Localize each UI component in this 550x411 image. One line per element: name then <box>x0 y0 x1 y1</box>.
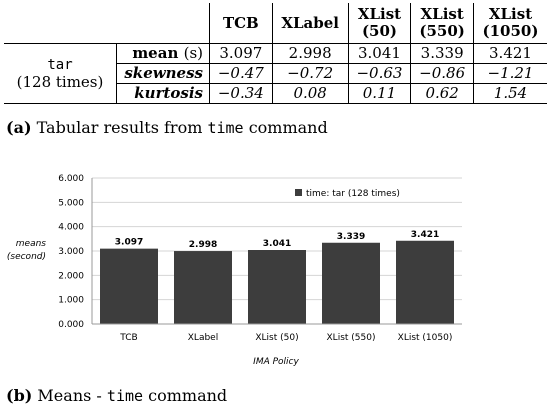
table-row-kurtosis: kurtosis −0.34 0.08 0.11 0.62 1.54 <box>4 83 547 104</box>
col-header-xlist-550-line1: XList <box>420 5 464 23</box>
x-tick-label: XList (1050) <box>398 333 453 343</box>
row-label-count: (128 times) <box>16 72 104 91</box>
y-tick-label: 4.000 <box>58 223 84 233</box>
chart-legend: time: tar (128 times) <box>295 189 400 199</box>
chart-y-ticks: 0.000 1.000 2.000 3.000 4.000 5.000 6.000 <box>58 174 84 330</box>
col-header-xlabel: XLabel <box>271 3 349 44</box>
y-tick-label: 5.000 <box>58 198 84 208</box>
table-corner-cell <box>4 3 210 44</box>
cell-kurt-xlabel: 0.08 <box>271 83 349 104</box>
bar <box>174 251 232 324</box>
stat-name-skewness: skewness <box>116 63 210 84</box>
x-tick-label: TCB <box>119 333 137 343</box>
col-header-xlist-50-line1: XList <box>357 5 402 23</box>
row-group-label: tar (128 times) <box>4 43 117 104</box>
cell-mean-tcb: 3.097 <box>209 43 273 64</box>
y-tick-label: 1.000 <box>58 296 84 306</box>
x-axis-label: IMA Policy <box>253 357 299 367</box>
legend-label: time: tar (128 times) <box>306 189 400 199</box>
means-bar-chart: 0.000 1.000 2.000 3.000 4.000 5.000 6.000 3.09… <box>7 174 462 367</box>
y-axis-label-line1: means <box>16 239 47 249</box>
y-tick-label: 2.000 <box>58 271 84 281</box>
cell-skew-xlabel: −0.72 <box>271 63 349 84</box>
col-header-xlist-1050: XList (1050) <box>472 3 547 44</box>
col-header-tcb-text: TCB <box>222 13 259 32</box>
chart-x-ticks: TCB XLabel XList (50) XList (550) XList (105… <box>119 333 452 343</box>
cell-mean-xlist-1050: 3.421 <box>472 43 547 64</box>
stat-name-kurtosis: kurtosis <box>116 83 210 104</box>
caption-a-command: time <box>207 119 244 137</box>
caption-a: (a) Tabular results from time command <box>6 118 328 137</box>
caption-b: (b) Means - time command <box>6 386 227 405</box>
col-header-xlist-1050-line2: (1050) <box>482 22 539 40</box>
col-header-xlist-50: XList (50) <box>347 3 411 44</box>
chart-data-labels: 3.097 2.998 3.041 3.339 3.421 <box>115 230 439 250</box>
cell-skew-xlist-550: −0.86 <box>410 63 474 84</box>
caption-b-text: Means - <box>37 386 102 405</box>
caption-b-label: (b) <box>6 386 33 405</box>
data-label: 3.421 <box>411 230 439 240</box>
col-header-tcb: TCB <box>209 3 273 44</box>
caption-a-suffix: command <box>248 118 328 137</box>
cell-skew-xlist-1050: −1.21 <box>472 63 547 84</box>
cell-kurt-xlist-50: 0.11 <box>347 83 411 104</box>
legend-swatch <box>295 189 302 196</box>
bar <box>248 250 306 324</box>
cell-mean-xlist-550: 3.339 <box>410 43 474 64</box>
col-header-xlist-50-line2: (50) <box>361 22 398 40</box>
table-row-skewness: skewness −0.47 −0.72 −0.63 −0.86 −1.21 <box>4 63 547 84</box>
col-header-xlist-1050-line1: XList <box>488 5 533 23</box>
y-tick-label: 3.000 <box>58 247 84 257</box>
caption-a-label: (a) <box>6 118 32 137</box>
caption-b-suffix: command <box>148 386 228 405</box>
x-tick-label: XLabel <box>188 333 218 343</box>
data-label: 2.998 <box>189 240 217 250</box>
data-label: 3.041 <box>263 239 291 249</box>
bar <box>322 242 380 324</box>
bar <box>396 240 454 324</box>
x-tick-label: XList (550) <box>327 333 376 343</box>
results-table: TCB XLabel XList (50) XList (550) XList … <box>4 3 547 104</box>
row-label-command: tar <box>47 56 73 73</box>
stat-name-mean: mean (s) <box>116 43 210 64</box>
col-header-xlabel-text: XLabel <box>281 13 339 32</box>
x-tick-label: XList (50) <box>255 333 298 343</box>
cell-kurt-xlist-550: 0.62 <box>410 83 474 104</box>
cell-mean-xlist-50: 3.041 <box>347 43 411 64</box>
col-header-xlist-550: XList (550) <box>410 3 474 44</box>
y-axis-label-line2: (second) <box>7 252 46 262</box>
table-header-row: TCB XLabel XList (50) XList (550) XList … <box>4 3 547 44</box>
col-header-xlist-550-line2: (550) <box>419 22 465 40</box>
chart-bars <box>100 240 454 324</box>
cell-mean-xlabel: 2.998 <box>271 43 349 64</box>
cell-skew-xlist-50: −0.63 <box>347 63 411 84</box>
caption-a-text: Tabular results from <box>36 118 203 137</box>
caption-b-command: time <box>106 387 144 405</box>
y-tick-label: 0.000 <box>58 320 84 330</box>
cell-skew-tcb: −0.47 <box>209 63 273 84</box>
data-label: 3.339 <box>337 232 365 242</box>
cell-kurt-xlist-1050: 1.54 <box>472 83 547 104</box>
y-tick-label: 6.000 <box>58 174 84 184</box>
table-row-mean: tar (128 times) mean (s) 3.097 2.998 3.0… <box>4 43 547 104</box>
cell-kurt-tcb: −0.34 <box>209 83 273 104</box>
bar <box>100 248 158 324</box>
data-label: 3.097 <box>115 238 143 248</box>
chart-y-axis-label: means (second) <box>7 239 46 262</box>
